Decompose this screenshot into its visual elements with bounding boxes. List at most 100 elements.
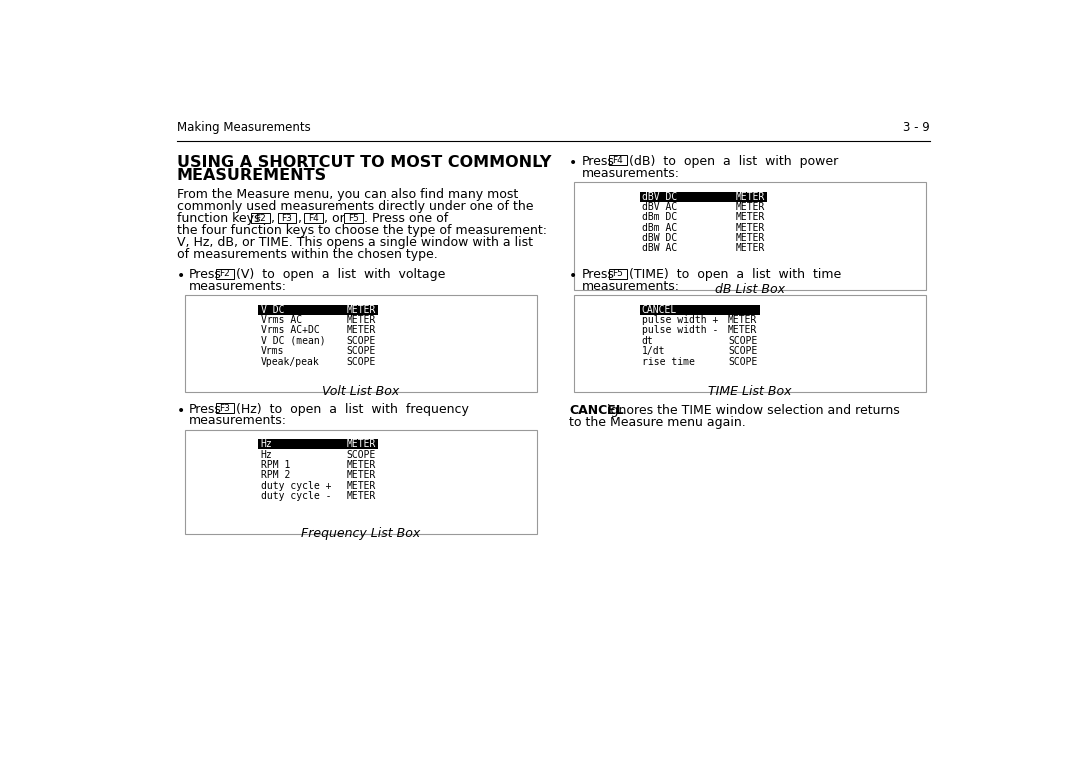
Text: dBm AC: dBm AC — [642, 223, 677, 232]
Text: F5: F5 — [612, 269, 623, 278]
Text: pulse width -: pulse width - — [642, 325, 718, 335]
Text: •: • — [569, 269, 577, 283]
Text: (Hz)  to  open  a  list  with  frequency: (Hz) to open a list with frequency — [235, 402, 469, 415]
Text: Vpeak/peak: Vpeak/peak — [260, 357, 320, 367]
Text: RPM 2: RPM 2 — [260, 470, 289, 481]
Text: measurements:: measurements: — [581, 167, 679, 180]
Text: measurements:: measurements: — [189, 415, 287, 427]
Text: 1/dt: 1/dt — [642, 346, 665, 356]
Text: ,: , — [271, 213, 275, 226]
Text: Vrms AC+DC: Vrms AC+DC — [260, 325, 320, 335]
Text: V, Hz, dB, or TIME. This opens a single window with a list: V, Hz, dB, or TIME. This opens a single … — [177, 236, 532, 249]
Text: the four function keys to choose the type of measurement:: the four function keys to choose the typ… — [177, 224, 546, 237]
Text: F4: F4 — [308, 213, 319, 223]
Text: METER: METER — [347, 440, 376, 450]
Bar — [573, 182, 927, 290]
Text: dBm DC: dBm DC — [642, 212, 677, 223]
Bar — [258, 305, 378, 315]
Text: . Press one of: . Press one of — [364, 213, 448, 226]
Bar — [573, 296, 927, 392]
Text: duty cycle +: duty cycle + — [260, 481, 332, 491]
Bar — [278, 213, 296, 223]
Text: TIME List Box: TIME List Box — [708, 385, 792, 398]
Text: 3 - 9: 3 - 9 — [903, 121, 930, 134]
Text: METER: METER — [347, 315, 376, 325]
Text: •: • — [177, 269, 185, 283]
Text: METER: METER — [347, 491, 376, 501]
Text: F2: F2 — [219, 269, 230, 278]
Text: METER: METER — [347, 305, 376, 315]
Text: USING A SHORTCUT TO MOST COMMONLY: USING A SHORTCUT TO MOST COMMONLY — [177, 155, 551, 170]
Text: measurements:: measurements: — [581, 280, 679, 293]
Text: METER: METER — [728, 325, 757, 335]
Text: METER: METER — [347, 470, 376, 481]
Text: commonly used measurements directly under one of the: commonly used measurements directly unde… — [177, 200, 534, 213]
Text: pulse width +: pulse width + — [642, 315, 718, 325]
Text: dB List Box: dB List Box — [715, 283, 785, 296]
Text: SCOPE: SCOPE — [347, 357, 376, 367]
Bar — [258, 440, 378, 450]
Text: duty cycle -: duty cycle - — [260, 491, 332, 501]
Text: SCOPE: SCOPE — [728, 346, 757, 356]
Bar — [252, 213, 270, 223]
Text: METER: METER — [735, 233, 765, 243]
Text: F3: F3 — [282, 213, 293, 223]
Bar — [185, 431, 537, 534]
Text: F3: F3 — [219, 404, 230, 413]
Text: (dB)  to  open  a  list  with  power: (dB) to open a list with power — [630, 155, 839, 168]
Text: METER: METER — [347, 481, 376, 491]
Text: SCOPE: SCOPE — [728, 336, 757, 346]
Text: Volt List Box: Volt List Box — [322, 385, 400, 398]
Text: measurements:: measurements: — [189, 280, 287, 293]
Text: SCOPE: SCOPE — [728, 357, 757, 367]
Text: F5: F5 — [348, 213, 359, 223]
Text: ignores the TIME window selection and returns: ignores the TIME window selection and re… — [603, 404, 900, 417]
Text: Vrms: Vrms — [260, 346, 284, 356]
Text: METER: METER — [347, 325, 376, 335]
Text: METER: METER — [735, 212, 765, 223]
Text: (TIME)  to  open  a  list  with  time: (TIME) to open a list with time — [630, 267, 841, 280]
Text: Press: Press — [189, 402, 222, 415]
Text: RPM 1: RPM 1 — [260, 460, 289, 470]
Text: Press: Press — [581, 155, 615, 168]
Text: rise time: rise time — [642, 357, 694, 367]
Text: METER: METER — [735, 202, 765, 212]
Text: dBV DC: dBV DC — [642, 191, 677, 201]
Text: •: • — [177, 404, 185, 418]
Text: function keys: function keys — [177, 213, 260, 226]
Text: MEASUREMENTS: MEASUREMENTS — [177, 168, 327, 184]
Bar — [639, 305, 759, 315]
Text: •: • — [569, 156, 577, 170]
Text: CANCEL: CANCEL — [569, 404, 624, 417]
Text: METER: METER — [735, 243, 765, 253]
Text: SCOPE: SCOPE — [347, 336, 376, 346]
Text: Press: Press — [581, 267, 615, 280]
Text: V DC (mean): V DC (mean) — [260, 336, 325, 346]
Text: to the Measure menu again.: to the Measure menu again. — [569, 416, 746, 429]
Text: dt: dt — [642, 336, 653, 346]
Bar — [303, 213, 323, 223]
Text: SCOPE: SCOPE — [347, 450, 376, 459]
Text: METER: METER — [735, 191, 765, 201]
Text: From the Measure menu, you can also find many most: From the Measure menu, you can also find… — [177, 188, 518, 201]
Text: F2: F2 — [255, 213, 266, 223]
Text: dBV AC: dBV AC — [642, 202, 677, 212]
Text: dBW AC: dBW AC — [642, 243, 677, 253]
Bar — [639, 191, 768, 202]
Text: METER: METER — [735, 223, 765, 232]
Text: (V)  to  open  a  list  with  voltage: (V) to open a list with voltage — [235, 267, 445, 280]
Text: Hz: Hz — [260, 440, 272, 450]
Text: Making Measurements: Making Measurements — [177, 121, 311, 134]
Text: Hz: Hz — [260, 450, 272, 459]
Text: METER: METER — [728, 315, 757, 325]
Text: Press: Press — [189, 267, 222, 280]
Text: METER: METER — [347, 460, 376, 470]
Bar — [345, 213, 363, 223]
Text: Frequency List Box: Frequency List Box — [301, 527, 420, 540]
Text: CANCEL: CANCEL — [642, 305, 677, 315]
Text: ,: , — [298, 213, 301, 226]
Text: dBW DC: dBW DC — [642, 233, 677, 243]
Text: , or: , or — [324, 213, 345, 226]
Text: of measurements within the chosen type.: of measurements within the chosen type. — [177, 248, 437, 261]
Bar — [216, 268, 234, 279]
